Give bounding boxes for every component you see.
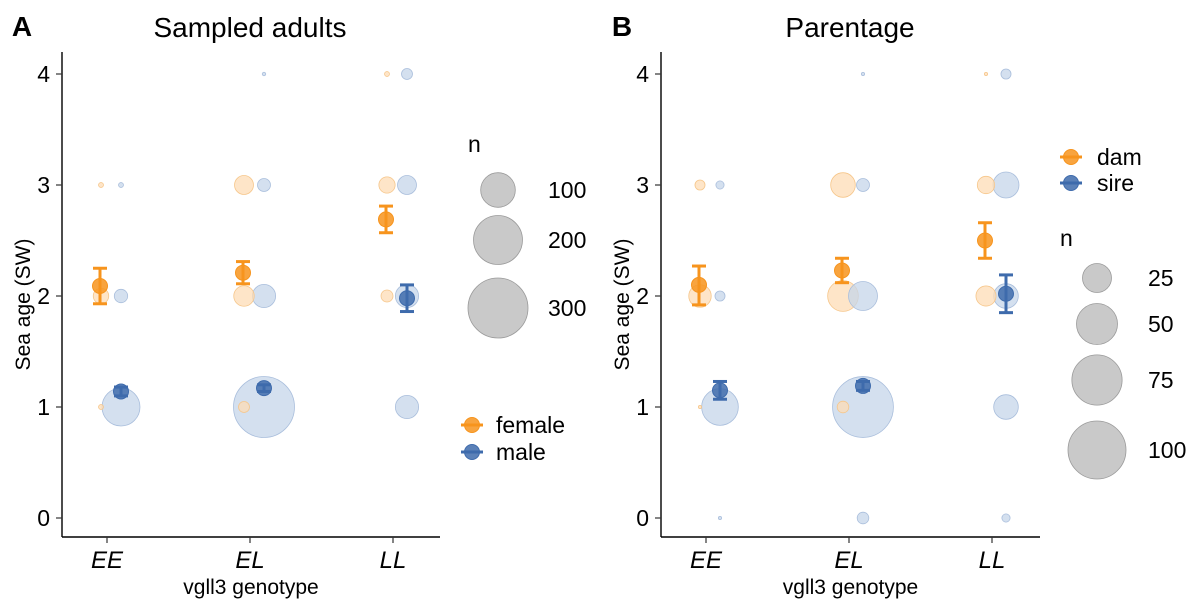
bubble-female [233, 285, 255, 307]
size-legend-circle-a [467, 277, 529, 339]
bubble-male [251, 283, 277, 309]
chart-title-b: Parentage [785, 12, 914, 43]
bubble-female [384, 71, 390, 77]
bubble-male [233, 376, 295, 438]
bubble-sire [848, 281, 878, 311]
bubble-sire [856, 178, 870, 192]
mean-point-dam [977, 232, 993, 249]
y-tick-label-b: 1 [636, 394, 649, 420]
bubble-sire [856, 511, 870, 525]
size-legend-label-a: 300 [548, 295, 586, 321]
size-legend-label-a: 200 [548, 227, 586, 253]
bubble-sire [1000, 68, 1012, 80]
bubble-dam [694, 179, 706, 191]
size-legend-circle-a [480, 172, 516, 208]
bubble-female [238, 401, 250, 413]
bubble-female [378, 176, 396, 194]
x-tick-label-b: EL [834, 547, 863, 574]
panel-b: B Parentage 0 1 2 3 4 EE EL LL vgll3 genotype Sea a… [611, 11, 1186, 599]
bubble-dam [984, 72, 988, 76]
y-tick-label-a: 0 [37, 505, 50, 531]
x-tick-label-a: EL [235, 547, 264, 574]
size-legend-label-b: 75 [1148, 367, 1174, 393]
y-tick-label-a: 3 [37, 172, 50, 198]
y-tick-label-a: 4 [37, 61, 50, 87]
color-legend-key-point-sire [1063, 175, 1079, 191]
bubble-female [98, 404, 104, 410]
bubble-sire [832, 376, 894, 438]
y-tick-label-b: 0 [636, 505, 649, 531]
x-axis-label-a: vgll3 genotype [183, 576, 318, 599]
size-legend-label-b: 100 [1148, 437, 1186, 463]
bubble-male [397, 175, 417, 195]
bubble-male [257, 178, 271, 192]
bubble-dam [698, 405, 702, 409]
size-legend-title-a: n [468, 131, 481, 157]
bubble-sire [992, 171, 1020, 199]
bubble-sire [714, 290, 726, 302]
bubble-sire [715, 180, 725, 190]
mean-point-male [113, 383, 129, 400]
x-axis-label-b: vgll3 genotype [783, 576, 918, 599]
mean-point-male [399, 290, 415, 307]
y-tick-label-a: 1 [37, 394, 50, 420]
y-axis-label-a: Sea age (SW) [12, 239, 35, 371]
bubble-dam [836, 400, 850, 414]
mean-point-sire [712, 382, 728, 399]
y-tick-label-a: 2 [37, 283, 50, 309]
color-legend-label-sire: sire [1097, 170, 1134, 196]
bubble-female [380, 289, 394, 303]
chart-title-a: Sampled adults [153, 12, 346, 43]
bubble-dam [975, 285, 997, 307]
bubble-sire [861, 72, 865, 76]
size-legend-circle-a [473, 215, 523, 265]
mean-point-female [235, 264, 251, 281]
bubble-male [401, 68, 413, 80]
mean-point-dam [834, 262, 850, 279]
panel-label-a: A [12, 11, 32, 42]
color-legend-key-point-male [464, 444, 480, 460]
y-axis-label-b: Sea age (SW) [611, 239, 634, 371]
mean-point-dam [691, 276, 707, 293]
bubble-male [261, 71, 267, 77]
panel-label-b: B [612, 11, 632, 42]
bubble-sire [1001, 513, 1011, 523]
color-legend-key-point-dam [1063, 149, 1079, 165]
color-legend-label-male: male [496, 439, 546, 465]
mean-point-sire [998, 285, 1014, 302]
x-tick-label-a: LL [380, 547, 407, 574]
x-tick-label-b: LL [979, 547, 1006, 574]
mean-point-sire [855, 377, 871, 394]
y-tick-label-b: 2 [636, 283, 649, 309]
bubble-female [234, 175, 254, 195]
bubble-female [98, 182, 104, 188]
bubble-sire [718, 516, 722, 520]
mean-point-female [92, 278, 108, 295]
bubble-male [113, 288, 129, 304]
color-legend-key-point-female [464, 417, 480, 433]
size-legend-title-b: n [1060, 225, 1073, 251]
size-legend-circle-b [1082, 263, 1112, 293]
bubble-male [394, 394, 420, 420]
mean-point-male [256, 380, 272, 397]
panel-a: A Sampled adults 0 1 2 3 4 EE EL LL vgll3 genotype… [12, 11, 586, 599]
color-legend-label-dam: dam [1097, 144, 1142, 170]
y-tick-label-b: 4 [636, 61, 649, 87]
x-tick-label-b: EE [690, 547, 723, 574]
size-legend-circle-b [1067, 420, 1127, 480]
size-legend-circle-b [1076, 303, 1118, 345]
size-legend-label-a: 100 [548, 177, 586, 203]
bubble-dam [830, 172, 856, 198]
bubble-male [118, 182, 124, 188]
mean-point-female [378, 211, 394, 228]
x-tick-label-a: EE [91, 547, 124, 574]
size-legend-label-b: 50 [1148, 311, 1174, 337]
y-tick-label-b: 3 [636, 172, 649, 198]
size-legend-label-b: 25 [1148, 265, 1174, 291]
color-legend-label-female: female [496, 412, 565, 438]
bubble-sire [993, 394, 1019, 420]
size-legend-circle-b [1071, 354, 1123, 406]
bubble-dam [976, 175, 996, 195]
